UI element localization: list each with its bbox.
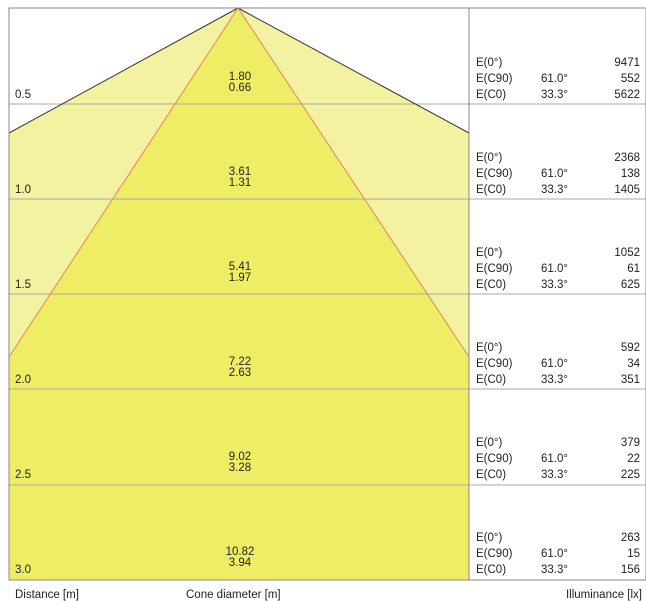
diagram-frame	[8, 7, 646, 581]
cone-diameter-c90: 7.22	[228, 356, 252, 368]
ec90-value: 61	[627, 263, 640, 275]
ec0-value: 156	[620, 564, 640, 576]
ec90-angle: 61.0°	[541, 358, 568, 370]
e0-label: E(0°)	[476, 437, 503, 449]
ec90-label: E(C90)	[476, 548, 513, 560]
e0-value: 263	[620, 532, 640, 544]
cone-diameter-c0: 3.28	[228, 462, 252, 474]
cone-diameter-c0: 2.63	[228, 367, 252, 379]
ec0-label: E(C0)	[476, 374, 507, 386]
distance-axis-label: Distance [m]	[15, 589, 79, 601]
cone-diameter-c0: 0.66	[228, 82, 252, 94]
illuminance-axis-label: Illuminance [lx]	[565, 589, 642, 601]
ec90-value: 138	[620, 168, 640, 180]
ec0-value: 625	[620, 279, 640, 291]
ec0-angle: 33.3°	[541, 279, 568, 291]
ec0-angle: 33.3°	[541, 469, 568, 481]
ec90-label: E(C90)	[476, 263, 513, 275]
e0-label: E(0°)	[476, 342, 503, 354]
ec90-angle: 61.0°	[541, 73, 568, 85]
ec90-angle: 61.0°	[541, 263, 568, 275]
ec90-angle: 61.0°	[541, 548, 568, 560]
ec0-angle: 33.3°	[541, 184, 568, 196]
distance-grid	[9, 103, 646, 486]
c90-edge-line	[8, 7, 239, 134]
cone-diameter-c90: 1.80	[228, 71, 252, 83]
ec0-label: E(C0)	[476, 89, 507, 101]
c0-edge-line	[8, 7, 239, 358]
cone-diameter-c90: 10.82	[225, 546, 255, 558]
ec90-label: E(C90)	[476, 453, 513, 465]
cone-diameter-c0: 1.31	[228, 177, 252, 189]
cone-diameter-axis-label: Cone diameter [m]	[186, 589, 281, 601]
e0-label: E(0°)	[476, 247, 503, 259]
distance-label: 1.0	[15, 184, 31, 196]
ec0-value: 351	[620, 374, 640, 386]
ec90-value: 34	[627, 358, 640, 370]
ec0-label: E(C0)	[476, 184, 507, 196]
ec90-label: E(C90)	[476, 73, 513, 85]
distance-label: 2.0	[15, 374, 31, 386]
c0-edge-line	[237, 7, 470, 358]
ec90-value: 15	[627, 548, 640, 560]
ec0-label: E(C0)	[476, 564, 507, 576]
cone-diameter-c90: 5.41	[228, 261, 252, 273]
ec90-value: 552	[620, 73, 640, 85]
cone-diameter-c90: 3.61	[228, 166, 252, 178]
ec90-label: E(C90)	[476, 168, 513, 180]
e0-value: 2368	[614, 152, 640, 164]
cone-diameter-c0: 3.94	[228, 557, 252, 569]
ec0-angle: 33.3°	[541, 89, 568, 101]
ec0-label: E(C0)	[476, 279, 507, 291]
ec0-value: 225	[620, 469, 640, 481]
e0-value: 379	[620, 437, 640, 449]
cone-diameter-c0: 1.97	[228, 272, 252, 284]
ec0-label: E(C0)	[476, 469, 507, 481]
ec90-angle: 61.0°	[541, 168, 568, 180]
e0-value: 9471	[614, 57, 640, 69]
ec90-value: 22	[627, 453, 640, 465]
cone-diameter-c90: 9.02	[228, 451, 252, 463]
c90-edge-line	[237, 7, 470, 134]
e0-label: E(0°)	[476, 152, 503, 164]
distance-label: 2.5	[15, 469, 31, 481]
distance-label: 1.5	[15, 279, 31, 291]
distance-label: 0.5	[15, 89, 31, 101]
ec0-value: 1405	[614, 184, 640, 196]
ec90-label: E(C90)	[476, 358, 513, 370]
e0-label: E(0°)	[476, 532, 503, 544]
e0-value: 592	[620, 342, 640, 354]
ec0-angle: 33.3°	[541, 564, 568, 576]
e0-value: 1052	[614, 247, 640, 259]
distance-label: 3.0	[15, 564, 31, 576]
ec0-angle: 33.3°	[541, 374, 568, 386]
ec0-value: 5622	[614, 89, 640, 101]
ec90-angle: 61.0°	[541, 453, 568, 465]
e0-label: E(0°)	[476, 57, 503, 69]
